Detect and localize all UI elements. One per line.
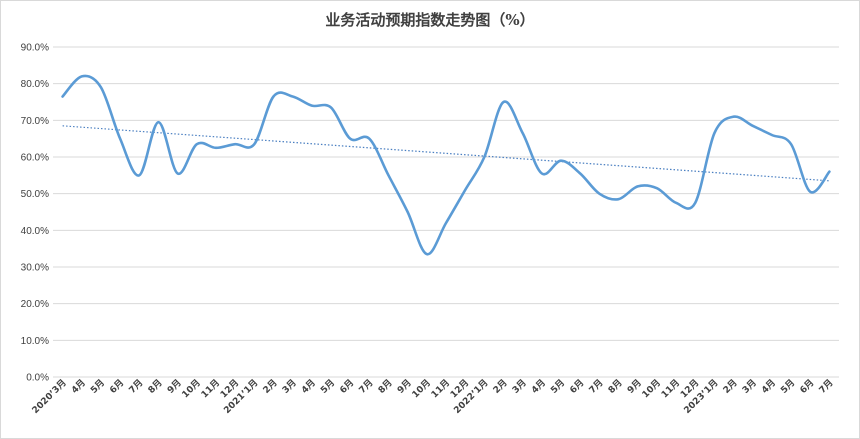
x-tick-label: 7月 <box>127 377 146 396</box>
x-tick-label: 2月 <box>261 377 280 396</box>
x-tick-label: 11月 <box>199 377 222 400</box>
x-tick-label: 5月 <box>88 377 107 396</box>
x-tick-label: 4月 <box>299 377 318 396</box>
x-tick-label: 3月 <box>510 377 529 396</box>
x-tick-label: 10月 <box>410 377 433 400</box>
x-tick-label: 6月 <box>338 377 357 396</box>
x-tick-label: 2月 <box>721 377 740 396</box>
trendline <box>62 125 830 182</box>
x-tick-label: 3月 <box>280 377 299 396</box>
chart-title: 业务活动预期指数走势图（%） <box>325 11 535 29</box>
y-tick-label: 30.0% <box>21 263 49 274</box>
trendline-layer <box>62 125 830 182</box>
x-tick-label: 4月 <box>69 377 88 396</box>
y-tick-label: 10.0% <box>21 336 49 347</box>
y-tick-label: 40.0% <box>21 226 49 237</box>
x-tick-label: 4月 <box>529 377 548 396</box>
x-tick-label: 8月 <box>376 377 395 396</box>
x-tick-label: 5月 <box>319 377 338 396</box>
y-tick-label: 20.0% <box>21 299 49 310</box>
x-tick-label: 4月 <box>759 377 778 396</box>
y-tick-label: 80.0% <box>21 79 49 90</box>
y-tick-label: 60.0% <box>21 153 49 164</box>
x-tick-label: 2月 <box>491 377 510 396</box>
x-tick-label: 11月 <box>429 377 452 400</box>
series-layer <box>61 74 831 256</box>
y-tick-label: 0.0% <box>26 373 49 384</box>
x-tick-label: 7月 <box>817 377 836 396</box>
x-tick-label: 5月 <box>779 377 798 396</box>
x-tick-label: 11月 <box>659 377 682 400</box>
y-axis-ticks: 0.0% 10.0% 20.0% 30.0% 40.0% 50.0% 60.0% 70.0% 8… <box>21 43 49 384</box>
gridlines <box>53 46 839 378</box>
x-tick-label: 6月 <box>798 377 817 396</box>
y-tick-label: 70.0% <box>21 116 49 127</box>
series-line <box>61 74 831 256</box>
x-tick-label: 10月 <box>640 377 663 400</box>
x-tick-label: 10月 <box>180 377 203 400</box>
y-tick-label: 90.0% <box>21 43 49 54</box>
x-tick-label: 6月 <box>108 377 127 396</box>
y-tick-label: 50.0% <box>21 189 49 200</box>
x-tick-label: 7月 <box>587 377 606 396</box>
x-tick-label: 7月 <box>357 377 376 396</box>
x-tick-label: 8月 <box>606 377 625 396</box>
x-tick-label: 5月 <box>549 377 568 396</box>
x-tick-label: 6月 <box>568 377 587 396</box>
x-tick-label: 3月 <box>740 377 759 396</box>
x-tick-label: 8月 <box>146 377 165 396</box>
